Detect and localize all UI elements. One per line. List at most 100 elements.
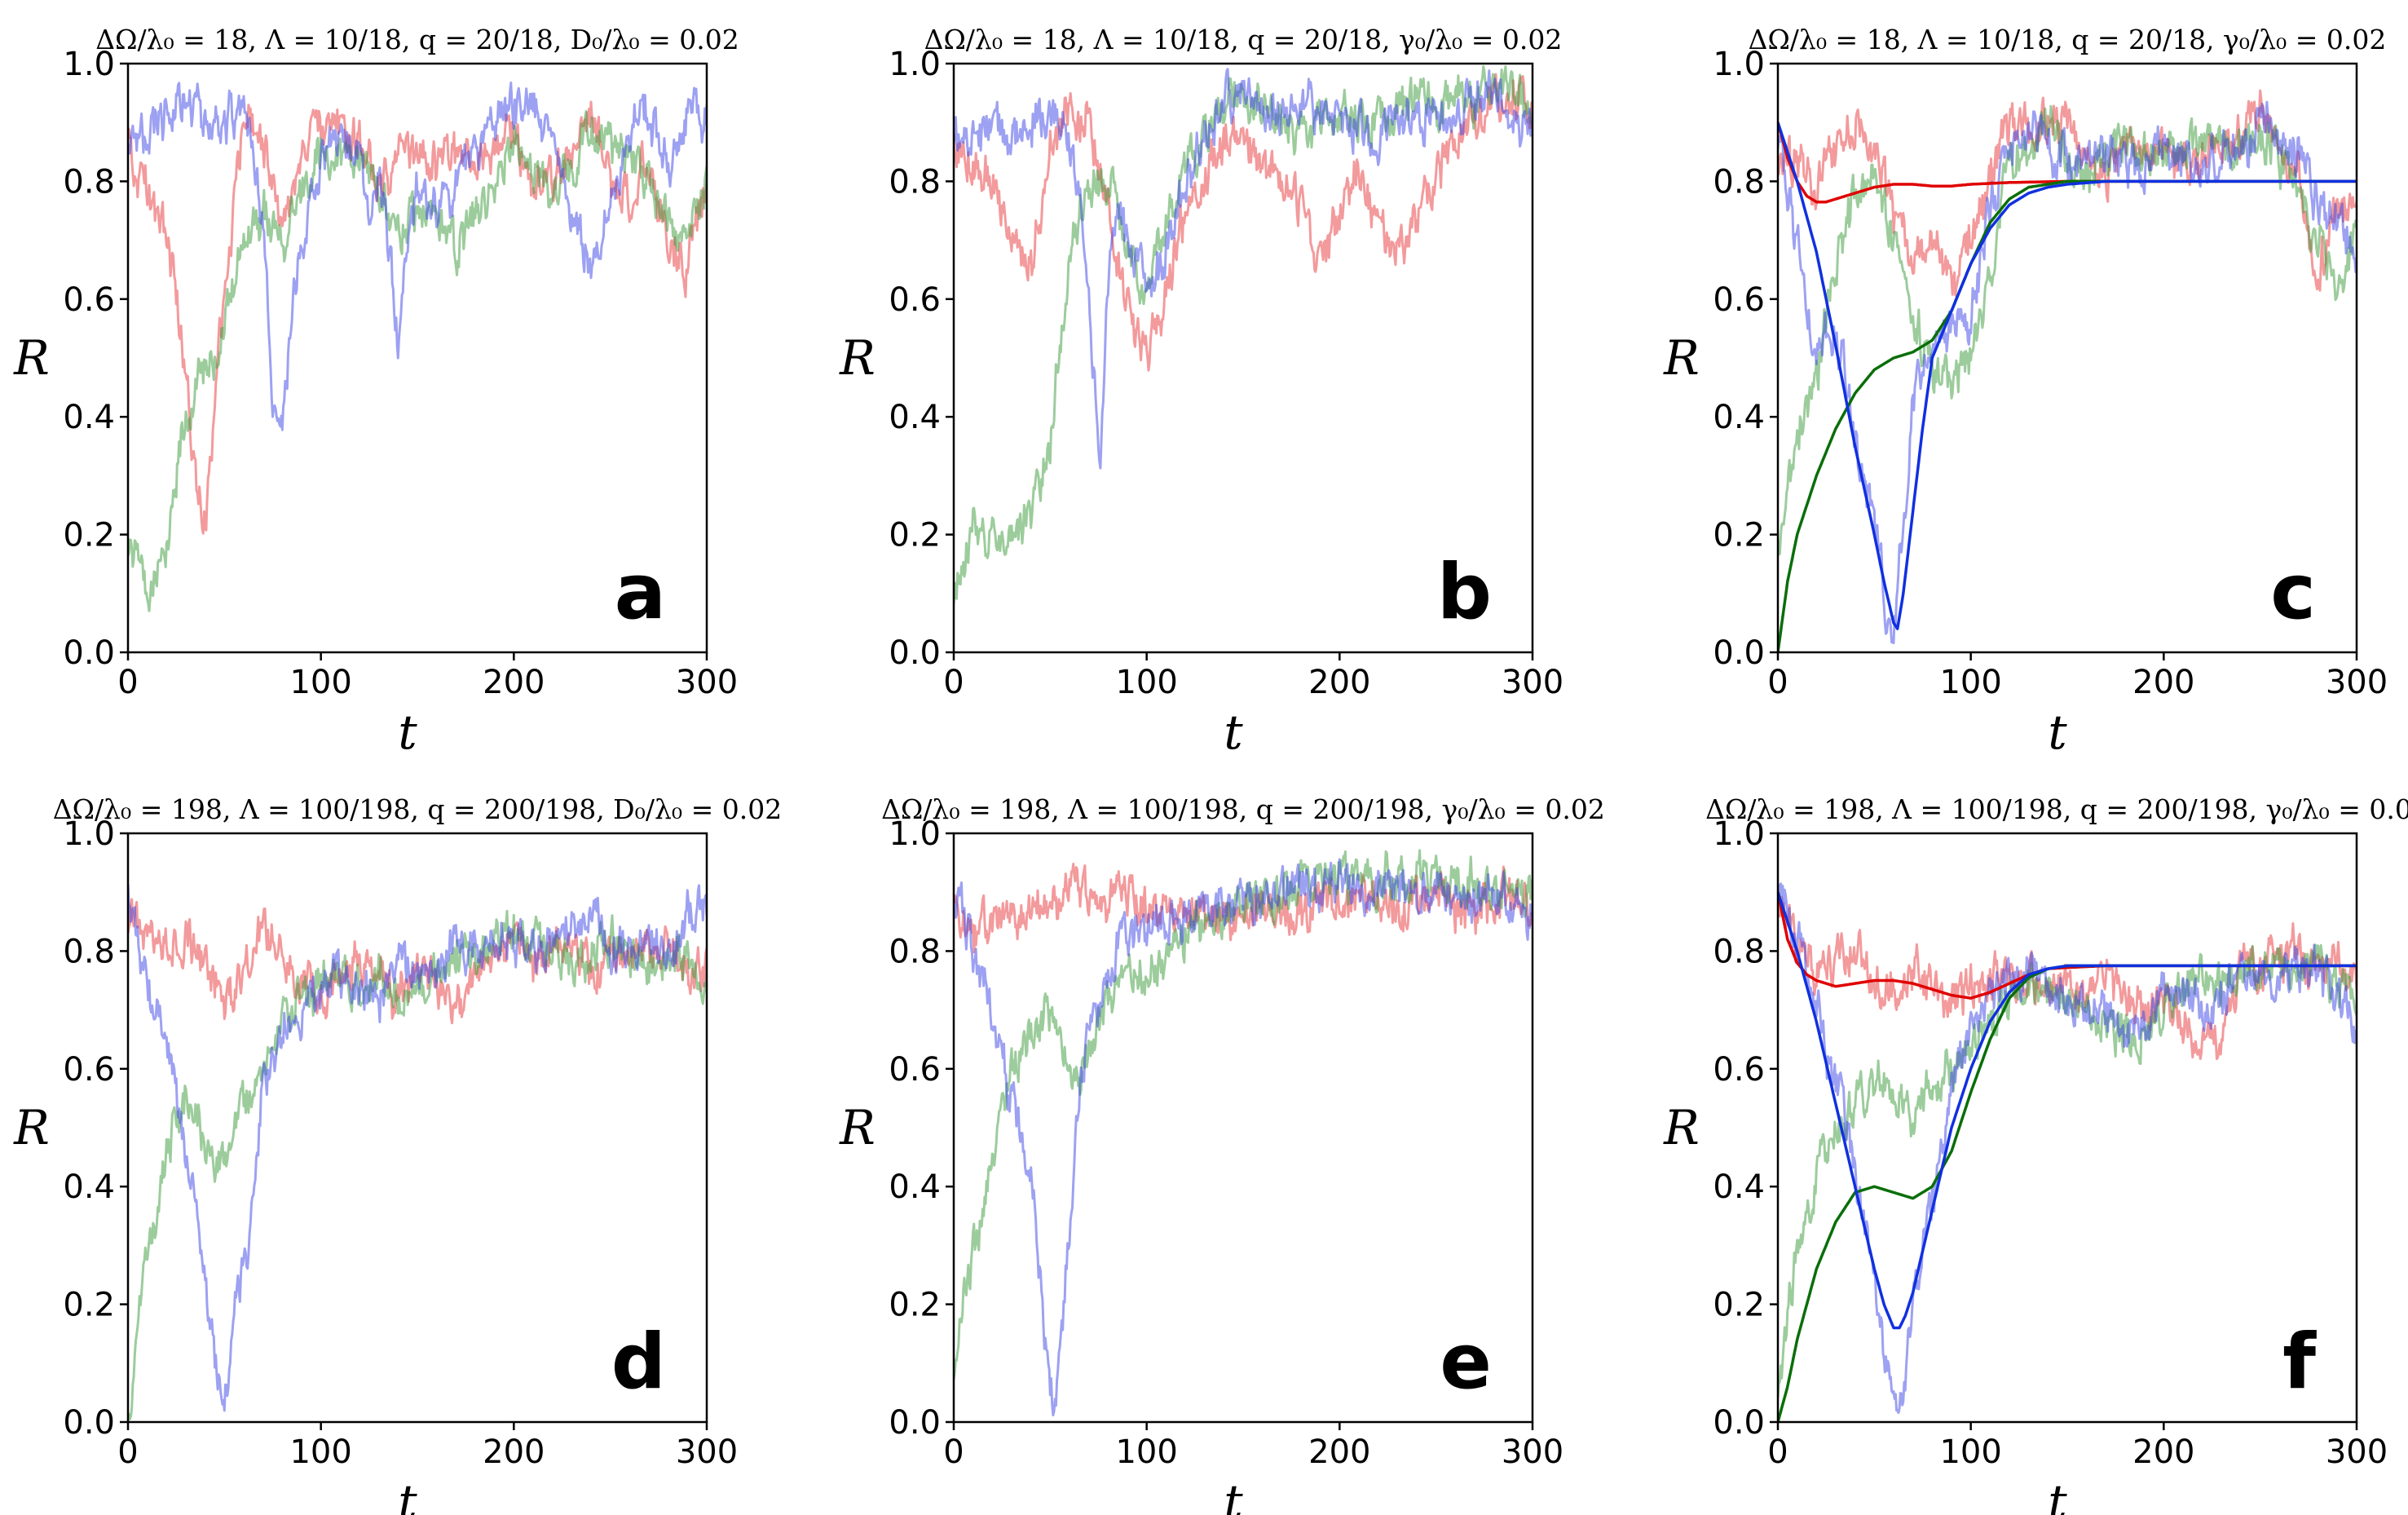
chart-panel-a: ΔΩ/λ₀ = 18, Λ = 10/18, q = 20/18, D₀/λ₀ … xyxy=(13,24,739,760)
chart-panel-d: ΔΩ/λ₀ = 198, Λ = 100/198, q = 200/198, D… xyxy=(13,793,782,1515)
series-blue_theory-line xyxy=(1778,891,2357,1330)
panel-letter: b xyxy=(1437,548,1492,637)
x-tick-label: 200 xyxy=(483,664,545,701)
series-blue-line xyxy=(954,858,1533,1417)
y-axis-label: R xyxy=(839,330,875,386)
panel-f-title: ΔΩ/λ₀ = 198, Λ = 100/198, q = 200/198, γ… xyxy=(1705,793,2408,825)
x-tick-label: 100 xyxy=(289,1433,351,1471)
panel-d-title: ΔΩ/λ₀ = 198, Λ = 100/198, q = 200/198, D… xyxy=(53,793,782,825)
y-tick-label: 0.2 xyxy=(1713,1287,1765,1324)
y-tick-label: 0.8 xyxy=(1713,933,1765,970)
panel-b-title: ΔΩ/λ₀ = 18, Λ = 10/18, q = 20/18, γ₀/λ₀ … xyxy=(924,24,1563,55)
chart-panel-c: ΔΩ/λ₀ = 18, Λ = 10/18, q = 20/18, γ₀/λ₀ … xyxy=(1663,24,2388,760)
y-tick-label: 0.0 xyxy=(889,1404,941,1442)
series-red-line xyxy=(128,898,707,1025)
plot-frame xyxy=(1776,62,2358,654)
y-tick-label: 0.8 xyxy=(1713,163,1765,201)
plot-frame xyxy=(1776,832,2358,1424)
x-tick-label: 100 xyxy=(1939,1433,2001,1471)
y-tick-label: 1.0 xyxy=(63,815,115,853)
panel-letter: d xyxy=(611,1318,666,1407)
series-group xyxy=(1778,89,2357,652)
y-tick-label: 0.8 xyxy=(63,163,115,201)
chart-panel-b: ΔΩ/λ₀ = 18, Λ = 10/18, q = 20/18, γ₀/λ₀ … xyxy=(839,24,1563,760)
series-group xyxy=(954,849,1533,1417)
series-green_theory-line xyxy=(1778,964,2357,1422)
panel-e-title: ΔΩ/λ₀ = 198, Λ = 100/198, q = 200/198, γ… xyxy=(881,793,1605,825)
y-tick-label: 0.6 xyxy=(63,281,115,319)
y-tick-label: 0.0 xyxy=(1713,1404,1765,1442)
x-tick-label: 300 xyxy=(1502,664,1563,701)
plot-frame xyxy=(952,62,1534,654)
panel-c-title: ΔΩ/λ₀ = 18, Λ = 10/18, q = 20/18, γ₀/λ₀ … xyxy=(1749,24,2387,55)
x-tick-label: 300 xyxy=(2326,664,2388,701)
y-tick-label: 0.4 xyxy=(1713,1168,1765,1206)
series-blue-line xyxy=(1778,100,2357,645)
series-blue-line xyxy=(954,68,1533,470)
panel-letter: f xyxy=(2282,1318,2317,1407)
y-tick-label: 1.0 xyxy=(889,46,941,83)
series-red-line xyxy=(1778,89,2357,297)
y-tick-label: 0.0 xyxy=(63,634,115,672)
y-tick-label: 0.0 xyxy=(889,634,941,672)
panel-letter: c xyxy=(2270,548,2316,637)
series-group xyxy=(128,884,707,1420)
panel-letter: e xyxy=(1440,1318,1492,1407)
y-tick-label: 0.6 xyxy=(889,281,941,319)
y-tick-label: 1.0 xyxy=(1713,815,1765,853)
y-axis-label: R xyxy=(1663,1100,1700,1155)
plot-frame xyxy=(126,62,708,654)
y-axis-label: R xyxy=(1663,330,1700,386)
x-tick-label: 0 xyxy=(117,1433,138,1471)
x-axis-label: t xyxy=(2048,1474,2067,1515)
x-tick-label: 0 xyxy=(117,664,138,701)
x-axis-label: t xyxy=(398,704,417,760)
y-tick-label: 0.0 xyxy=(63,1404,115,1442)
y-tick-label: 0.6 xyxy=(63,1051,115,1089)
x-axis-label: t xyxy=(1224,704,1243,760)
x-tick-label: 300 xyxy=(1502,1433,1563,1471)
x-axis-label: t xyxy=(1224,1474,1243,1515)
x-tick-label: 100 xyxy=(1115,1433,1177,1471)
x-tick-label: 200 xyxy=(2132,1433,2194,1471)
y-tick-label: 1.0 xyxy=(63,46,115,83)
y-tick-label: 0.2 xyxy=(63,1287,115,1324)
y-tick-label: 0.4 xyxy=(889,1168,941,1206)
series-blue-line xyxy=(128,884,707,1412)
y-tick-label: 0.6 xyxy=(1713,1051,1765,1089)
x-tick-label: 0 xyxy=(943,1433,964,1471)
x-tick-label: 200 xyxy=(2132,664,2194,701)
y-tick-label: 0.8 xyxy=(889,163,941,201)
series-red-line xyxy=(954,73,1533,372)
y-tick-label: 0.4 xyxy=(63,1168,115,1206)
x-axis-label: t xyxy=(398,1474,417,1515)
series-group xyxy=(954,65,1533,604)
x-tick-label: 100 xyxy=(1115,664,1177,701)
panel-a-title: ΔΩ/λ₀ = 18, Λ = 10/18, q = 20/18, D₀/λ₀ … xyxy=(95,24,739,55)
x-tick-label: 200 xyxy=(1308,1433,1370,1471)
series-green-line xyxy=(954,849,1533,1380)
x-tick-label: 200 xyxy=(483,1433,545,1471)
y-axis-label: R xyxy=(13,330,50,386)
y-axis-label: R xyxy=(13,1100,50,1155)
y-axis-label: R xyxy=(839,1100,875,1155)
y-tick-label: 0.4 xyxy=(1713,399,1765,436)
y-tick-label: 0.0 xyxy=(1713,634,1765,672)
series-blue_theory-line xyxy=(1778,121,2357,630)
x-axis-label: t xyxy=(2048,704,2067,760)
series-group xyxy=(128,82,707,612)
series-red-line xyxy=(128,100,707,535)
x-tick-label: 300 xyxy=(676,1433,738,1471)
y-tick-label: 0.8 xyxy=(889,933,941,970)
series-green-line xyxy=(128,109,707,612)
x-tick-label: 100 xyxy=(289,664,351,701)
x-tick-label: 200 xyxy=(1308,664,1370,701)
series-group xyxy=(1778,882,2357,1422)
x-tick-label: 300 xyxy=(2326,1433,2388,1471)
chart-panel-e: ΔΩ/λ₀ = 198, Λ = 100/198, q = 200/198, γ… xyxy=(839,793,1605,1515)
y-tick-label: 1.0 xyxy=(889,815,941,853)
y-tick-label: 0.2 xyxy=(63,517,115,554)
panel-letter: a xyxy=(615,548,666,637)
plot-frame xyxy=(952,832,1534,1424)
